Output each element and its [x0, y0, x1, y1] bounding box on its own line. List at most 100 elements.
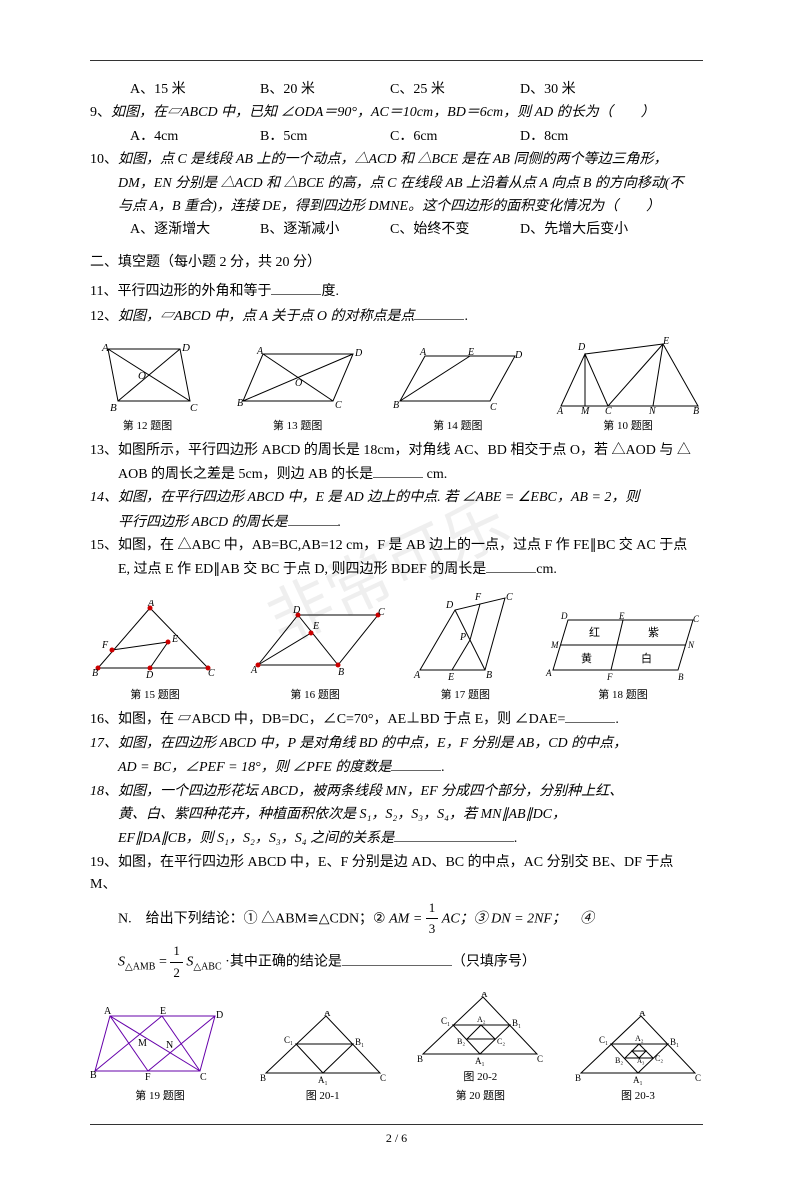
opt-d: D、30 米	[520, 79, 576, 101]
svg-text:D: D	[292, 605, 301, 616]
svg-text:C₁: C₁	[599, 1035, 608, 1045]
fig-19: A E D B F C M N 第 19 题图	[90, 1006, 230, 1106]
q14-blank[interactable]	[288, 511, 338, 526]
svg-text:B: B	[678, 672, 684, 682]
q9-b: B．5cm	[260, 126, 390, 148]
svg-text:B: B	[393, 400, 399, 411]
figure-row-3: A E D B F C M N 第 19 题图 A B C C₁ B₁ A₁ 图…	[90, 992, 703, 1106]
q10-d: D、先增大后变小	[520, 219, 628, 241]
svg-text:A: A	[639, 1011, 646, 1018]
svg-text:A₂: A₂	[635, 1034, 644, 1043]
q10-b: B、逐渐减小	[260, 219, 390, 241]
svg-text:A: A	[147, 600, 155, 609]
svg-text:E: E	[662, 336, 669, 347]
q11: 11、平行四边形的外角和等于度.	[90, 280, 703, 303]
q10-c: C、始终不变	[390, 219, 520, 241]
svg-text:C: C	[335, 400, 342, 411]
svg-text:C: C	[506, 592, 513, 603]
svg-text:D: D	[577, 342, 586, 353]
svg-text:C: C	[380, 1073, 386, 1083]
svg-text:B: B	[110, 402, 117, 414]
q15-blank[interactable]	[486, 558, 536, 573]
svg-text:红: 红	[589, 626, 600, 639]
q16-blank[interactable]	[565, 708, 615, 723]
q9-d: D．8cm	[520, 126, 568, 148]
frac-1-2: 12	[170, 941, 183, 984]
svg-text:C: C	[208, 668, 215, 679]
q19-l1: 19、如图，在平行四边形 ABCD 中，E、F 分别是边 AD、BC 的中点，A…	[90, 852, 703, 897]
q17-l1: 17、如图，在四边形 ABCD 中，P 是对角线 BD 的中点，E，F 分别是 …	[90, 733, 703, 755]
svg-text:B: B	[237, 398, 243, 409]
q12: 12、如图，▱ABCD 中，点 A 关于点 O 的对称点是点.	[90, 305, 703, 328]
svg-text:E: E	[312, 621, 319, 632]
svg-text:C: C	[605, 406, 612, 416]
svg-text:E: E	[467, 347, 474, 358]
q19-l2: N. 给出下列结论：① △ABM≌△CDN；② AM = 13 AC；③ DN …	[90, 898, 703, 941]
svg-text:N: N	[166, 1040, 173, 1051]
frac-1-3: 13	[426, 898, 439, 941]
fig-12: A D B C O 第 12 题图	[90, 341, 205, 436]
svg-text:N: N	[648, 406, 657, 416]
svg-text:C: C	[190, 402, 198, 414]
q11-blank[interactable]	[271, 280, 321, 295]
prev-question-options: A、15 米 B、20 米 C、25 米 D、30 米	[90, 79, 703, 101]
svg-text:E: E	[447, 672, 454, 683]
opt-c: C、25 米	[390, 79, 520, 101]
svg-text:E: E	[618, 611, 625, 621]
q12-blank[interactable]	[414, 305, 464, 320]
q9-options: A．4cm B．5cm C．6cm D．8cm	[90, 126, 703, 148]
q10-l2: DM，EN 分别是 △ACD 和 △BCE 的高，点 C 在线段 AB 上沿着从…	[90, 173, 703, 195]
svg-text:B: B	[575, 1073, 581, 1083]
svg-text:D: D	[145, 670, 154, 681]
q16: 16、如图，在 ▱ABCD 中，DB=DC，∠C=70°，AE⊥BD 于点 E，…	[90, 708, 703, 731]
q19-blank[interactable]	[342, 951, 452, 966]
fig-18: D E C M N A F B 红 紫 黄 白 第 18 题图	[543, 610, 703, 705]
svg-text:M: M	[138, 1038, 147, 1049]
svg-text:F: F	[101, 640, 109, 651]
svg-text:D: D	[354, 348, 363, 359]
fig-16: A D C B E 第 16 题图	[243, 605, 388, 705]
section-2-title: 二、填空题（每小题 2 分，共 20 分）	[90, 252, 703, 274]
svg-text:C: C	[200, 1072, 207, 1083]
opt-b: B、20 米	[260, 79, 390, 101]
svg-text:D: D	[216, 1010, 223, 1021]
top-rule	[90, 60, 703, 61]
svg-text:C: C	[378, 607, 385, 618]
svg-text:N: N	[687, 640, 695, 650]
svg-text:F: F	[474, 592, 482, 603]
q10-options: A、逐渐增大 B、逐渐减小 C、始终不变 D、先增大后变小	[90, 219, 703, 241]
svg-text:C₂: C₂	[497, 1037, 505, 1046]
svg-text:A: A	[545, 668, 552, 678]
q17-blank[interactable]	[391, 756, 441, 771]
figure-row-1: A D B C O 第 12 题图 A D B C O 第 13 题图 A E …	[90, 336, 703, 436]
fig-13: A D B C O 第 13 题图	[233, 346, 363, 436]
q18-blank[interactable]	[394, 827, 514, 842]
q14-l1: 14、如图，在平行四边形 ABCD 中，E 是 AD 边上的中点. 若 ∠ABE…	[90, 487, 703, 509]
q10-num: 10、	[90, 152, 118, 167]
q19-l3: S△AMB = 12 S△ABC ·其中正确的结论是（只填序号）	[90, 941, 703, 984]
svg-text:B₁: B₁	[355, 1037, 364, 1047]
svg-text:A: A	[256, 346, 264, 357]
q14-l2: 平行四边形 ABCD 的周长是.	[90, 511, 703, 534]
fig-14: A E D B C 第 14 题图	[390, 346, 525, 436]
q15-l1: 15、如图，在 △ABC 中，AB=BC,AB=12 cm，F 是 AB 边上的…	[90, 535, 703, 557]
svg-text:C: C	[695, 1073, 701, 1083]
svg-text:A: A	[556, 406, 564, 416]
svg-text:C: C	[537, 1054, 543, 1064]
svg-text:B₂: B₂	[457, 1037, 465, 1046]
svg-text:B: B	[486, 670, 492, 681]
svg-text:A: A	[104, 1006, 112, 1017]
svg-text:A₁: A₁	[475, 1056, 485, 1066]
svg-text:F: F	[145, 1072, 151, 1083]
svg-text:M: M	[580, 406, 590, 416]
svg-text:E: E	[160, 1006, 166, 1017]
svg-text:D: D	[181, 342, 190, 354]
q18-l3: EF∥DA∥CB，则 S₁，S₂，S₃，S₄ 之间的关系是.	[90, 827, 703, 850]
footer: 2 / 6	[90, 1124, 703, 1148]
svg-text:B₁: B₁	[512, 1018, 521, 1028]
q13-blank[interactable]	[373, 463, 423, 478]
q18-l1: 18、如图，一个四边形花坛 ABCD，被两条线段 MN，EF 分成四个部分，分别…	[90, 781, 703, 803]
svg-text:E: E	[171, 634, 178, 645]
q15-l2: E, 过点 E 作 ED∥AB 交 BC 于点 D, 则四边形 BDEF 的周长…	[90, 558, 703, 581]
svg-text:A₁: A₁	[633, 1075, 643, 1085]
